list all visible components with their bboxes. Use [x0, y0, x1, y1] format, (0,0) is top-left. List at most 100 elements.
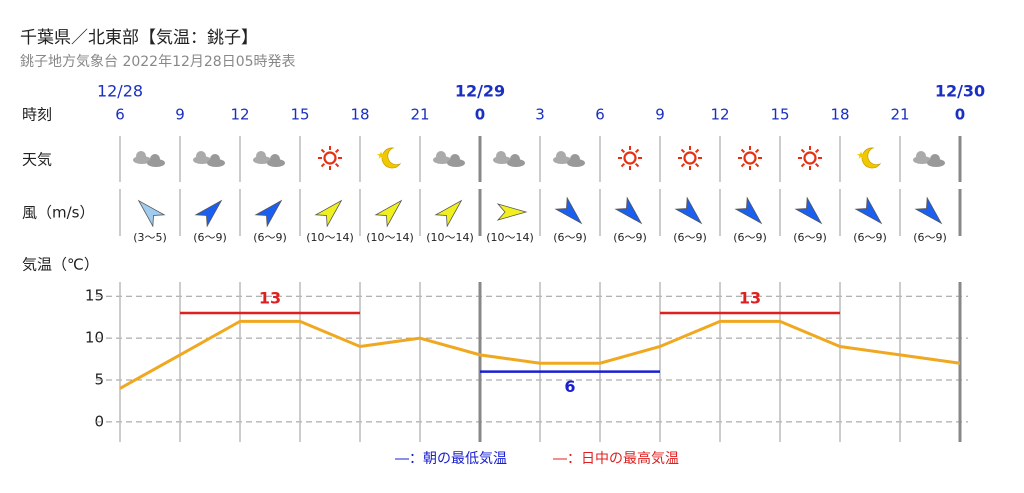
- y-tick-label: 10: [85, 329, 104, 347]
- wind-arrow-head: [194, 199, 223, 228]
- hour-label: 21: [890, 106, 909, 124]
- sun: [743, 151, 757, 165]
- cloud: [570, 154, 580, 164]
- cloud: [510, 154, 520, 164]
- wind-speed: (6～9): [553, 231, 587, 244]
- wind-arrow: [794, 196, 823, 225]
- wind-arrow-head: [614, 196, 643, 225]
- wind-arrow-head: [734, 196, 763, 225]
- wind-arrow: [914, 196, 943, 225]
- sun-ray: [694, 162, 700, 168]
- sun-ray: [680, 162, 686, 168]
- wind-arrow: [554, 196, 583, 225]
- hour-label: 6: [595, 106, 605, 124]
- wind-speed: (10～14): [306, 231, 354, 244]
- wind-arrow: [496, 203, 528, 221]
- hour-label: 6: [115, 106, 125, 124]
- sun-ray: [800, 162, 806, 168]
- sun-ray: [620, 148, 626, 154]
- sun-ray: [740, 148, 746, 154]
- sun: [323, 151, 337, 165]
- title: 千葉県／北東部【気温：銚子】: [20, 28, 258, 48]
- wind-arrow: [434, 199, 463, 228]
- weather-icon: [193, 151, 225, 167]
- subtitle: 銚子地方気象台 2022年12月28日05時発表: [20, 54, 296, 70]
- sun-ray: [754, 148, 760, 154]
- weather-icon: [253, 151, 285, 167]
- wind-arrow: [734, 196, 763, 225]
- hour-label: 18: [830, 106, 849, 124]
- weather-icon: [678, 146, 702, 170]
- date-label: 12/28: [97, 82, 143, 101]
- hour-label: 15: [290, 106, 309, 124]
- row-label: 天気: [22, 151, 52, 169]
- hour-label: 21: [410, 106, 429, 124]
- wind-arrow-head: [137, 199, 166, 228]
- sun-ray: [320, 148, 326, 154]
- sun-ray: [694, 148, 700, 154]
- cloud: [136, 151, 146, 161]
- legend-entry: ―：朝の最低気温: [395, 451, 507, 467]
- weather-icon: [738, 146, 762, 170]
- weather-icon: [433, 151, 465, 167]
- weather-icon: [493, 151, 525, 167]
- moon: [861, 147, 882, 169]
- hour-label: 18: [350, 106, 369, 124]
- cloud: [210, 154, 220, 164]
- cloud: [450, 154, 460, 164]
- value-label: 6: [564, 377, 575, 396]
- sun-ray: [800, 148, 806, 154]
- sun: [683, 151, 697, 165]
- wind-arrow-head: [854, 196, 883, 225]
- y-tick-label: 15: [85, 287, 104, 305]
- cloud: [930, 154, 940, 164]
- sun-ray: [754, 162, 760, 168]
- wind-arrow-head: [554, 196, 583, 225]
- wind-speed: (10～14): [486, 231, 534, 244]
- weather-icon: [798, 146, 822, 170]
- wind-speed: (6～9): [793, 231, 827, 244]
- wind-arrow: [137, 199, 166, 228]
- cloud: [196, 151, 206, 161]
- wind-speed: (10～14): [426, 231, 474, 244]
- cloud: [150, 154, 160, 164]
- cloud: [496, 151, 506, 161]
- wind-speed: (6～9): [673, 231, 707, 244]
- star: [377, 151, 385, 159]
- hour-label: 9: [655, 106, 665, 124]
- wind-speed: (6～9): [913, 231, 947, 244]
- row-label: 気温（℃）: [22, 256, 99, 274]
- cloud: [556, 151, 566, 161]
- wind-arrow: [374, 199, 403, 228]
- weather-icon: [618, 146, 642, 170]
- cloud: [256, 151, 266, 161]
- hour-label: 15: [770, 106, 789, 124]
- weather-icon: [377, 147, 402, 169]
- hour-label: 12: [710, 106, 729, 124]
- sun-ray: [620, 162, 626, 168]
- date-label: 12/30: [935, 82, 985, 101]
- wind-arrow-head: [254, 199, 283, 228]
- date-label: 12/29: [455, 82, 505, 101]
- wind-arrow-head: [434, 199, 463, 228]
- sun-ray: [320, 162, 326, 168]
- sun-ray: [740, 162, 746, 168]
- weather-icon: [553, 151, 585, 167]
- wind-arrow: [674, 196, 703, 225]
- weather-icon: [318, 146, 342, 170]
- wind-arrow: [314, 199, 343, 228]
- sun-ray: [334, 148, 340, 154]
- legend-entry: ―：日中の最高気温: [553, 450, 679, 467]
- cloud: [270, 154, 280, 164]
- moon: [381, 147, 402, 169]
- wind-arrow: [854, 196, 883, 225]
- hour-label: 12: [230, 106, 249, 124]
- weather-icon: [857, 147, 882, 169]
- weather-icon: [913, 151, 945, 167]
- wind-arrow-head: [914, 196, 943, 225]
- wind-speed: (6～9): [253, 231, 287, 244]
- value-label: 13: [259, 288, 281, 307]
- hour-label: 0: [955, 106, 965, 124]
- value-label: 13: [739, 288, 761, 307]
